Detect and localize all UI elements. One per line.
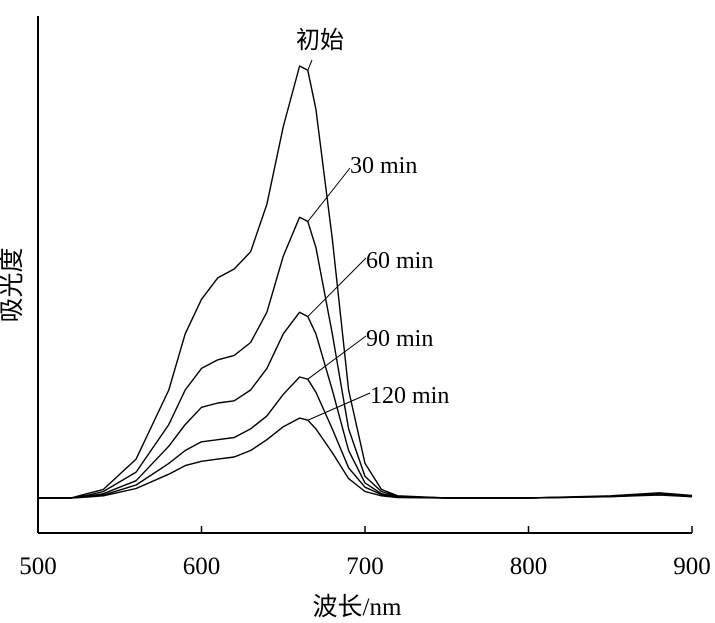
leader-line-30-min [307,167,351,222]
leader-line-90-min [307,335,367,380]
x-axis-title: 波长/nm [313,593,402,621]
annotation-labels: 初始 30 min 60 min 90 min 120 min [296,27,449,409]
x-ticks [37,526,693,533]
x-tick-label-500: 500 [19,553,57,580]
series-line-initial [38,65,693,499]
annotation-label-initial: 初始 [296,27,344,54]
annotation-label-30-min: 30 min [350,153,417,179]
annotation-label-90-min: 90 min [366,326,433,352]
x-tick-label-600: 600 [183,553,221,580]
annotation-label-120-min: 120 min [370,383,449,409]
x-tick-label-900: 900 [673,553,711,580]
series-lines [38,65,693,499]
series-line-60-min [38,311,693,499]
y-axis-title: 吸光度 [0,247,26,322]
x-tick-labels: 500 600 700 800 900 [19,553,711,580]
annotation-label-60-min: 60 min [366,248,433,274]
leader-line-120-min [307,392,371,421]
x-tick-label-700: 700 [346,553,384,580]
axes [37,16,692,534]
x-tick-label-800: 800 [510,553,548,580]
annotation-leaders [307,59,371,421]
leader-line-60-min [307,257,367,317]
series-line-120-min [38,417,693,499]
leader-line-initial [307,59,313,71]
